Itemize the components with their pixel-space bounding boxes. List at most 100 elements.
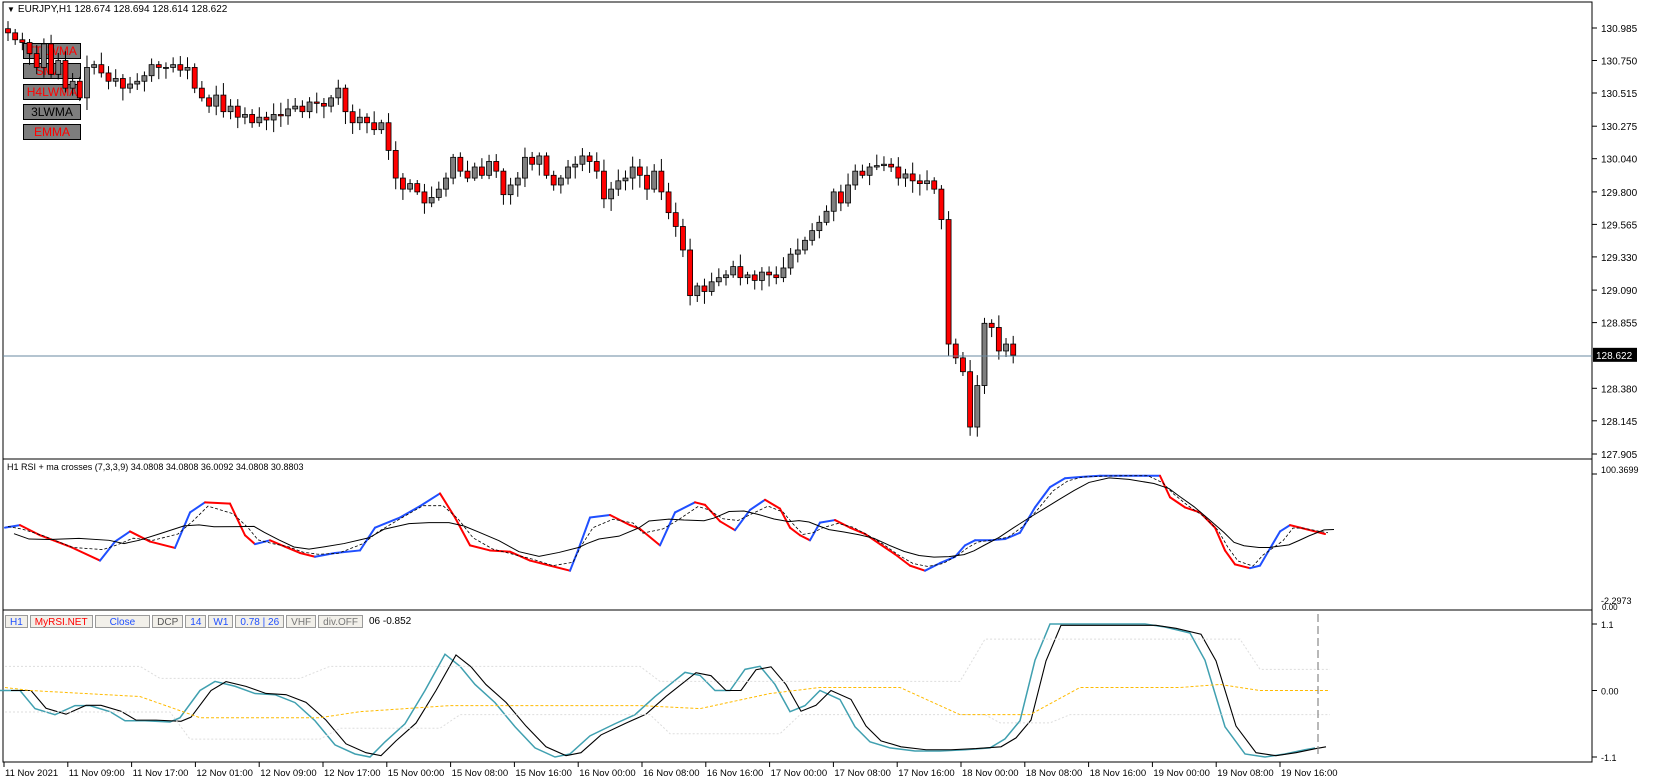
candle xyxy=(41,38,47,78)
candle xyxy=(33,45,40,75)
candle-body xyxy=(672,212,679,227)
candle xyxy=(98,52,105,78)
param-price[interactable]: Close xyxy=(94,615,151,628)
candle xyxy=(206,94,212,113)
3lwma-button[interactable]: 3LWMA xyxy=(23,104,81,120)
param-timeframe[interactable]: H1 xyxy=(5,615,28,628)
candle xyxy=(665,182,672,220)
rsi-segment xyxy=(694,501,706,506)
candle xyxy=(543,152,550,179)
candle-body xyxy=(98,64,105,74)
current-price-label: 128.622 xyxy=(1596,351,1633,362)
candle xyxy=(586,152,593,173)
candle-body xyxy=(809,230,816,241)
candle xyxy=(744,271,751,285)
candle xyxy=(342,84,349,125)
candle xyxy=(19,32,26,51)
candle-body xyxy=(148,64,155,77)
candle-body xyxy=(119,78,126,89)
time-label: 18 Nov 16:00 xyxy=(1090,768,1147,779)
candle-body xyxy=(988,322,995,328)
param-ratio[interactable]: 0.78 | 26 xyxy=(235,615,285,628)
candle-body xyxy=(478,166,485,176)
candle xyxy=(687,238,693,306)
time-label: 11 Nov 17:00 xyxy=(133,768,189,779)
dropdown-arrow-icon[interactable]: ▼ xyxy=(7,5,15,14)
candle-body xyxy=(514,177,521,186)
rsi-segment xyxy=(819,519,836,524)
candle-body xyxy=(76,80,83,99)
candle xyxy=(500,168,507,205)
candle xyxy=(486,154,492,180)
candle xyxy=(572,156,579,179)
candle-body xyxy=(522,156,528,179)
rsi-segment xyxy=(419,492,441,508)
candle-body xyxy=(48,43,54,75)
rsi-segment xyxy=(1214,526,1226,552)
candle xyxy=(902,168,909,187)
candle-body xyxy=(242,114,248,118)
rsi-segment xyxy=(719,520,736,532)
candle-body xyxy=(12,32,19,41)
candle-body xyxy=(1010,343,1017,356)
candle-body xyxy=(328,97,335,107)
candle-body xyxy=(91,64,98,68)
candle xyxy=(794,238,801,263)
candle-body xyxy=(759,271,765,281)
param-dcp[interactable]: DCP xyxy=(152,615,184,628)
time-label: 18 Nov 00:00 xyxy=(962,768,1019,779)
param-div[interactable]: div.OFF xyxy=(318,615,363,628)
rsi-segment xyxy=(577,516,591,552)
candle xyxy=(191,63,198,94)
candle-body xyxy=(557,177,564,186)
candle-body xyxy=(773,274,780,279)
candle-body xyxy=(428,197,435,204)
candle xyxy=(407,179,413,193)
rsi-segment xyxy=(779,507,791,529)
candle-body xyxy=(170,64,177,68)
candle xyxy=(443,172,449,197)
candle-body xyxy=(529,156,536,165)
candle-body xyxy=(601,170,607,200)
param-indicator-name[interactable]: MyRSI.NET xyxy=(29,615,93,628)
time-label: 19 Nov 00:00 xyxy=(1153,768,1210,779)
candle-body xyxy=(615,180,622,190)
rsi-scale-bottom: -2.2973 xyxy=(1601,596,1632,606)
candle xyxy=(809,223,816,246)
candle-body xyxy=(213,94,220,107)
time-label: 19 Nov 16:00 xyxy=(1281,768,1338,779)
candle xyxy=(48,34,54,78)
candle xyxy=(105,66,112,90)
candle-body xyxy=(392,150,399,179)
time-label: 12 Nov 09:00 xyxy=(260,768,317,779)
candle-body xyxy=(198,87,205,99)
candle xyxy=(888,158,895,173)
rsi-segment xyxy=(489,549,511,553)
rsi-segment xyxy=(609,513,631,527)
rsi-segment xyxy=(69,545,101,562)
candle-body xyxy=(364,116,370,124)
candle-body xyxy=(371,122,378,131)
candle-body xyxy=(349,111,356,124)
candle xyxy=(967,360,974,436)
rsi-segment xyxy=(1259,530,1281,567)
candle-body xyxy=(802,239,808,251)
candle xyxy=(177,56,184,77)
rsi-signal-line xyxy=(7,475,1329,567)
candle xyxy=(112,69,119,87)
candle-body xyxy=(938,188,945,220)
candle-body xyxy=(658,170,665,193)
param-w1[interactable]: W1 xyxy=(208,615,234,628)
emma-button[interactable]: EMMA xyxy=(23,124,81,140)
candle-body xyxy=(737,266,744,279)
candle xyxy=(636,158,643,188)
candle xyxy=(119,74,126,101)
candle xyxy=(522,147,528,188)
candle xyxy=(198,81,205,102)
candle-body xyxy=(931,180,938,190)
candle xyxy=(134,73,141,90)
param-period[interactable]: 14 xyxy=(185,615,207,628)
param-vhf[interactable]: VHF xyxy=(286,615,317,628)
price-label: 130.515 xyxy=(1601,89,1638,100)
